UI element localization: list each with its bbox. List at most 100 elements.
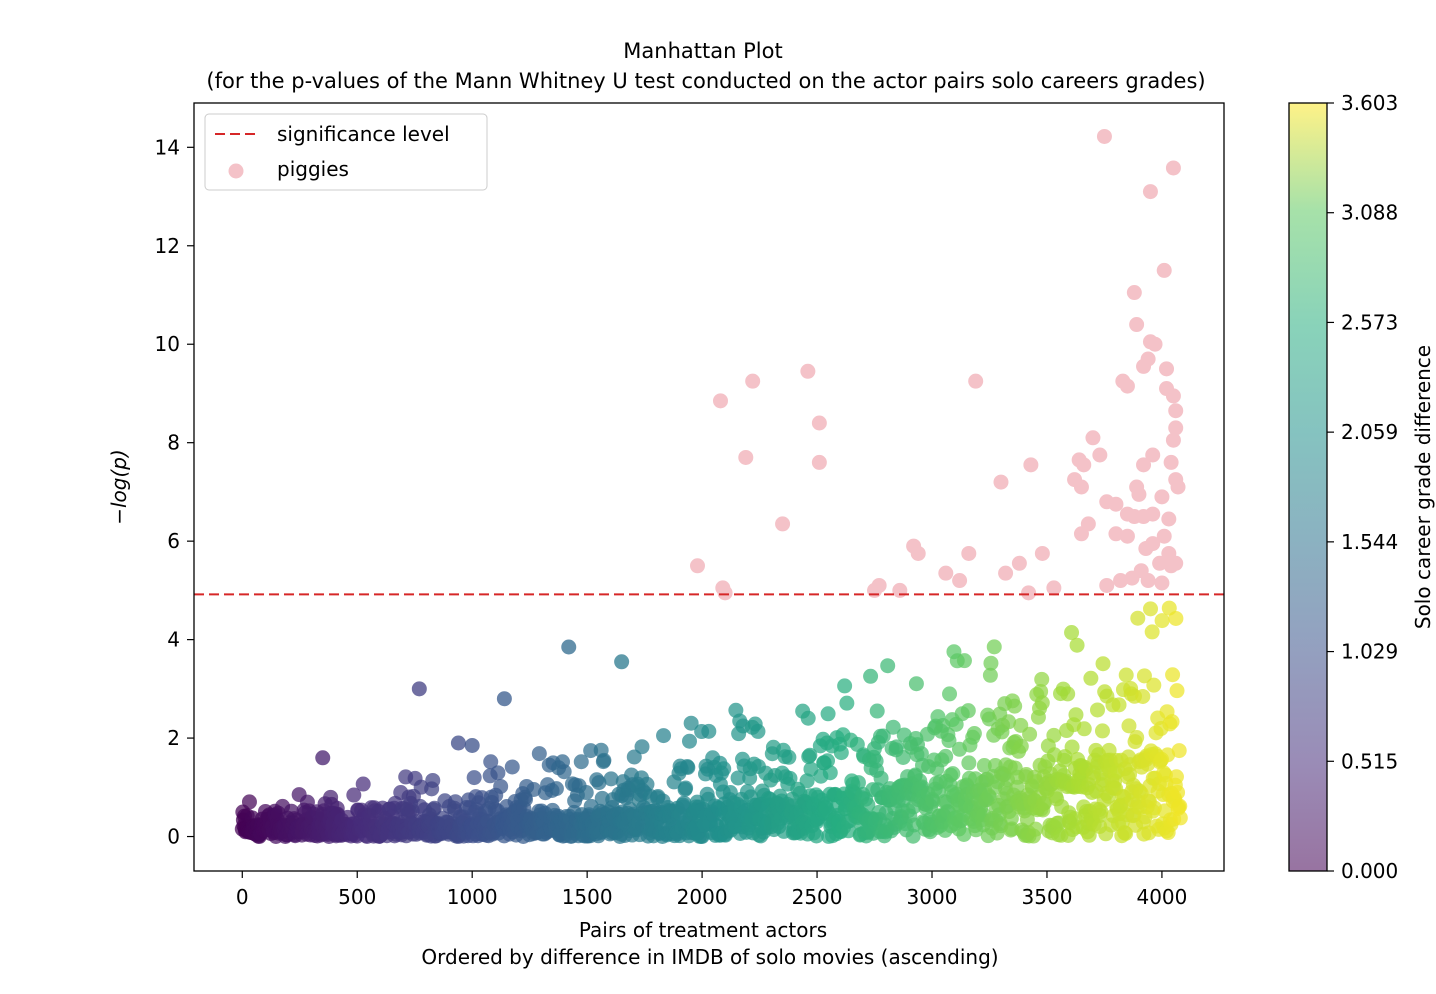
piggy-point (1168, 403, 1184, 419)
y-tick-label: 6 (167, 529, 180, 553)
background-point (411, 681, 427, 697)
background-point (1172, 810, 1188, 826)
colorbar-tick-label: 2.573 (1341, 310, 1398, 334)
background-point (800, 710, 816, 726)
background-point (1164, 714, 1180, 730)
background-point (1094, 723, 1110, 739)
background-point (315, 750, 331, 766)
background-point (942, 686, 958, 702)
background-point (986, 639, 1002, 655)
piggy-point (1119, 378, 1135, 394)
background-point (678, 780, 694, 796)
background-point (518, 791, 534, 807)
background-point (781, 749, 797, 765)
piggy-point (1136, 457, 1152, 473)
background-point (573, 754, 589, 770)
background-point (716, 761, 732, 777)
background-point (504, 759, 520, 775)
piggy-point (811, 415, 827, 431)
piggy-point (1156, 528, 1172, 544)
background-point (875, 728, 891, 744)
background-point (1093, 804, 1109, 820)
x-tick-label: 2000 (677, 885, 728, 909)
piggy-point (1096, 128, 1112, 144)
piggy-point (1168, 420, 1184, 436)
background-point (464, 737, 480, 753)
piggy-point (1076, 457, 1092, 473)
background-point (1111, 697, 1127, 713)
background-point (1064, 739, 1080, 755)
background-point (241, 794, 257, 810)
background-point (681, 733, 697, 749)
piggy-point (1023, 457, 1039, 473)
background-point (355, 776, 371, 792)
background-point (426, 800, 442, 816)
background-point (1136, 668, 1152, 684)
background-point (873, 770, 889, 786)
background-point (885, 719, 901, 735)
background-point (960, 703, 976, 719)
legend-piggies-label: piggies (277, 157, 349, 181)
background-point (656, 728, 672, 744)
background-point (1169, 683, 1185, 699)
background-point (496, 691, 512, 707)
piggy-point (1126, 285, 1142, 301)
piggy-point (1165, 160, 1181, 176)
background-point (850, 775, 866, 791)
piggy-point (1129, 317, 1145, 333)
background-point (913, 746, 929, 762)
background-point (531, 746, 547, 762)
colorbar-tick-label: 2.059 (1341, 420, 1398, 444)
background-point (591, 775, 607, 791)
x-axis-sublabel: Ordered by difference in IMDB of solo mo… (421, 945, 998, 969)
piggy-point (712, 393, 728, 409)
colorbar-tick-label: 1.544 (1341, 530, 1398, 554)
piggy-point (1152, 555, 1168, 571)
piggy-point (1085, 430, 1101, 446)
x-axis-ticks: 0 500 1000 1500 2000 2500 3000 3500 4000 (236, 871, 1187, 909)
piggy-point (1159, 361, 1175, 377)
piggy-point (1156, 262, 1172, 278)
background-point (956, 653, 972, 669)
piggy-point (1154, 575, 1170, 591)
y-tick-label: 2 (167, 726, 180, 750)
x-axis-label: Pairs of treatment actors (579, 918, 827, 942)
background-point (1168, 769, 1184, 785)
background-point (634, 739, 650, 755)
y-tick-label: 0 (167, 825, 180, 849)
piggy-point (1168, 472, 1184, 488)
piggy-point (1145, 506, 1161, 522)
background-point (1033, 683, 1049, 699)
x-tick-label: 3000 (907, 885, 958, 909)
piggy-point (1034, 545, 1050, 561)
piggy-point (1165, 432, 1181, 448)
piggy-point (1046, 580, 1062, 596)
piggy-point (1099, 577, 1115, 593)
piggy-point (1154, 489, 1170, 505)
background-point (730, 770, 746, 786)
background-point (1129, 729, 1145, 745)
background-point (1034, 671, 1050, 687)
piggy-point (1092, 447, 1108, 463)
background-point (1146, 677, 1162, 693)
background-point (1130, 610, 1146, 626)
background-point (905, 828, 921, 844)
background-point (526, 781, 542, 797)
background-point (1144, 624, 1160, 640)
background-point (1090, 702, 1106, 718)
piggy-point (1131, 486, 1147, 502)
background-points (234, 600, 1188, 845)
piggy-point (1073, 526, 1089, 542)
background-point (895, 750, 911, 766)
background-point (1165, 667, 1181, 683)
colorbar-tick-label: 0.515 (1341, 749, 1398, 773)
x-tick-label: 3500 (1022, 885, 1073, 909)
background-point (822, 765, 838, 781)
y-tick-label: 14 (155, 135, 180, 159)
legend-piggies-swatch (228, 163, 244, 179)
piggy-point (1147, 336, 1163, 352)
piggy-point (1142, 184, 1158, 200)
background-point (820, 706, 836, 722)
piggy-point (1124, 570, 1140, 586)
x-tick-label: 1500 (562, 885, 613, 909)
